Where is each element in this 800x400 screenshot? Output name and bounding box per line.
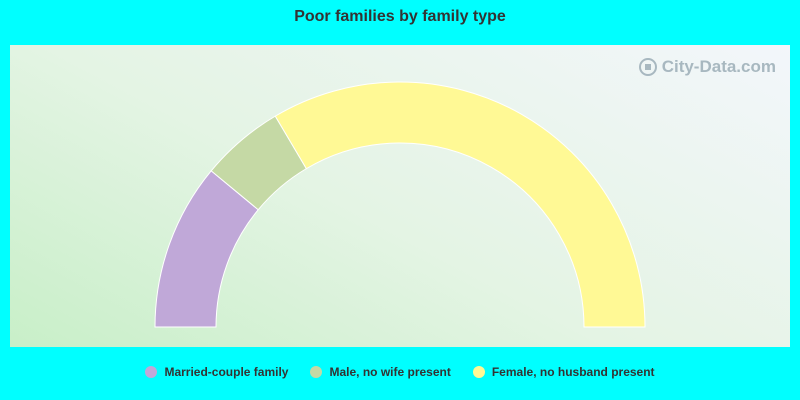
legend-swatch-icon <box>472 366 485 378</box>
legend-item[interactable]: Female, no husband present <box>472 365 655 379</box>
city-data-logo-icon <box>638 58 657 76</box>
legend-label: Male, no wife present <box>329 365 451 379</box>
legend-label: Married-couple family <box>164 365 289 379</box>
chart-title: Poor families by family type <box>294 8 506 25</box>
plot-area: City-Data.com <box>10 45 790 347</box>
legend-item[interactable]: Male, no wife present <box>310 365 451 379</box>
legend-label: Female, no husband present <box>491 365 655 379</box>
legend-item[interactable]: Married-couple family <box>145 365 288 379</box>
legend: Married-couple family Male, no wife prese… <box>0 365 800 379</box>
watermark: City-Data.com <box>638 57 776 77</box>
half-donut-chart <box>154 81 646 328</box>
legend-swatch-icon <box>145 366 158 378</box>
legend-swatch-icon <box>310 366 323 378</box>
segment-female-no-husband-present[interactable] <box>274 81 646 328</box>
watermark-text: City-Data.com <box>661 57 776 76</box>
